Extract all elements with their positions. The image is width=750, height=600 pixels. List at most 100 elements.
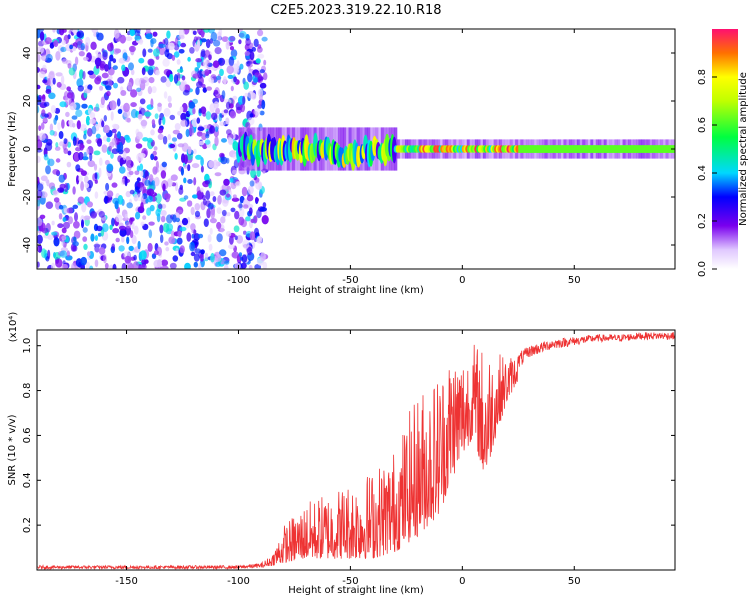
heatmap-noise-cell [53, 40, 59, 47]
heatmap-noise-cell [223, 264, 229, 269]
heatmap-noise-cell [128, 170, 134, 176]
heatmap-noise-cell [177, 111, 182, 116]
heatmap-noise-cell [193, 148, 197, 155]
heatmap-noise-cell [217, 57, 226, 66]
heatmap-noise-cell [179, 106, 184, 113]
heatmap-noise-cell [106, 90, 111, 97]
heatmap-noise-cell [45, 53, 53, 63]
heatmap-noise-cell [216, 31, 222, 41]
heatmap-noise-cell [260, 252, 266, 262]
heatmap-noise-cell [102, 51, 108, 61]
heatmap-noise-cell [179, 226, 187, 232]
colorbar-tick-label: 0.8 [697, 69, 708, 85]
heatmap-noise-cell [74, 56, 79, 66]
heatmap-noise-cell [43, 153, 49, 161]
heatmap-noise-cell [170, 174, 178, 181]
heatmap-noise-cell [115, 214, 123, 223]
heatmap-noise-cell [61, 39, 66, 46]
heatmap-noise-cell [162, 58, 170, 67]
heatmap-noise-cell [139, 250, 147, 260]
heatmap-noise-cell [67, 150, 72, 156]
heatmap-noise-cell [232, 63, 239, 73]
heatmap-noise-cell [39, 214, 46, 219]
heatmap-noise-cell [81, 202, 87, 213]
heatmap-noise-cell [210, 252, 215, 263]
heatmap-noise-cell [205, 49, 210, 55]
heatmap-noise-cell [157, 127, 164, 134]
heatmap-noise-cell [253, 108, 261, 116]
y-tick-label: 20 [22, 95, 33, 108]
heatmap-noise-cell [72, 241, 79, 247]
heatmap-noise-cell [134, 78, 141, 86]
heatmap-noise-cell [113, 82, 118, 89]
heatmap-noise-cell [197, 126, 205, 131]
heatmap-noise-cell [38, 132, 46, 141]
heatmap-noise-cell [189, 241, 196, 252]
y-tick-label: 1.0 [22, 338, 33, 354]
figure-title: C2E5.2023.319.22.10.R18 [270, 3, 441, 18]
snr-y-label: SNR (10 * v/v) [7, 414, 18, 485]
heatmap-noise-cell [104, 64, 109, 72]
heatmap-noise-cell [193, 36, 198, 42]
heatmap-noise-cell [136, 182, 145, 188]
heatmap-noise-cell [160, 170, 167, 179]
heatmap-noise-cell [183, 195, 189, 200]
heatmap-noise-cell [95, 133, 101, 139]
heatmap-noise-cell [79, 142, 84, 151]
heatmap-noise-cell [204, 139, 211, 145]
heatmap-noise-cell [164, 241, 169, 246]
heatmap-noise-cell [169, 262, 177, 269]
heatmap-noise-cell [103, 124, 110, 134]
heatmap-noise-cell [82, 70, 86, 80]
heatmap-noise-cell [134, 35, 141, 41]
heatmap-noise-cell [191, 163, 200, 169]
colorbar-label: Normalized spectral amplitude [738, 72, 749, 226]
heatmap-noise-cell [129, 29, 135, 37]
colorbar: 0.0 0.2 0.4 0.6 0.8 Normalized spectral ampl… [697, 29, 749, 277]
heatmap-noise-cell [66, 207, 74, 214]
heatmap-noise-cell [193, 177, 197, 186]
heatmap-noise-cell [234, 262, 241, 269]
heatmap-noise-cell [41, 98, 46, 104]
heatmap-noise-cell [83, 215, 91, 221]
heatmap-noise-cell [233, 76, 238, 83]
heatmap-noise-cell [243, 230, 247, 235]
heatmap-noise-cell [78, 175, 83, 182]
heatmap-noise-cell [245, 38, 251, 46]
heatmap-noise-cell [208, 160, 215, 168]
heatmap-noise-cell [112, 65, 118, 70]
heatmap-noise-cell [99, 60, 106, 69]
heatmap-noise-cell [127, 30, 131, 36]
heatmap-noise-cell [102, 80, 109, 85]
heatmap-noise-cell [181, 75, 186, 81]
heatmap-noise-cell [66, 250, 71, 257]
heatmap-noise-cell [214, 136, 219, 147]
heatmap-noise-cell [80, 256, 87, 266]
heatmap-noise-cell [118, 57, 126, 64]
heatmap-noise-cell [37, 67, 40, 73]
heatmap-noise-cell [200, 106, 207, 114]
heatmap-noise-cell [168, 236, 176, 244]
heatmap-noise-cell [80, 43, 86, 51]
heatmap-noise-cell [213, 89, 219, 95]
heatmap-noise-cell [134, 170, 140, 176]
heatmap-noise-cell [63, 221, 70, 229]
heatmap-noise-cell [230, 85, 234, 92]
heatmap-noise-cell [215, 126, 219, 133]
heatmap-noise-cell [139, 163, 144, 171]
heatmap-noise-cell [61, 227, 67, 234]
heatmap-noise-cell [59, 141, 64, 147]
heatmap-noise-cell [198, 262, 202, 269]
heatmap-noise-cell [58, 204, 64, 210]
heatmap-noise-cell [196, 81, 203, 89]
x-tick-label: -100 [227, 275, 250, 286]
heatmap-noise-cell [249, 231, 256, 241]
heatmap-noise-cell [245, 122, 251, 129]
heatmap-noise-cell [163, 222, 170, 233]
heatmap-noise-cell [130, 89, 138, 98]
heatmap-noise-cell [227, 136, 232, 144]
heatmap-noise-cell [37, 105, 40, 114]
heatmap-noise-cell [39, 31, 45, 41]
heatmap-noise-cell [182, 89, 190, 96]
heatmap-noise-cell [153, 48, 160, 57]
